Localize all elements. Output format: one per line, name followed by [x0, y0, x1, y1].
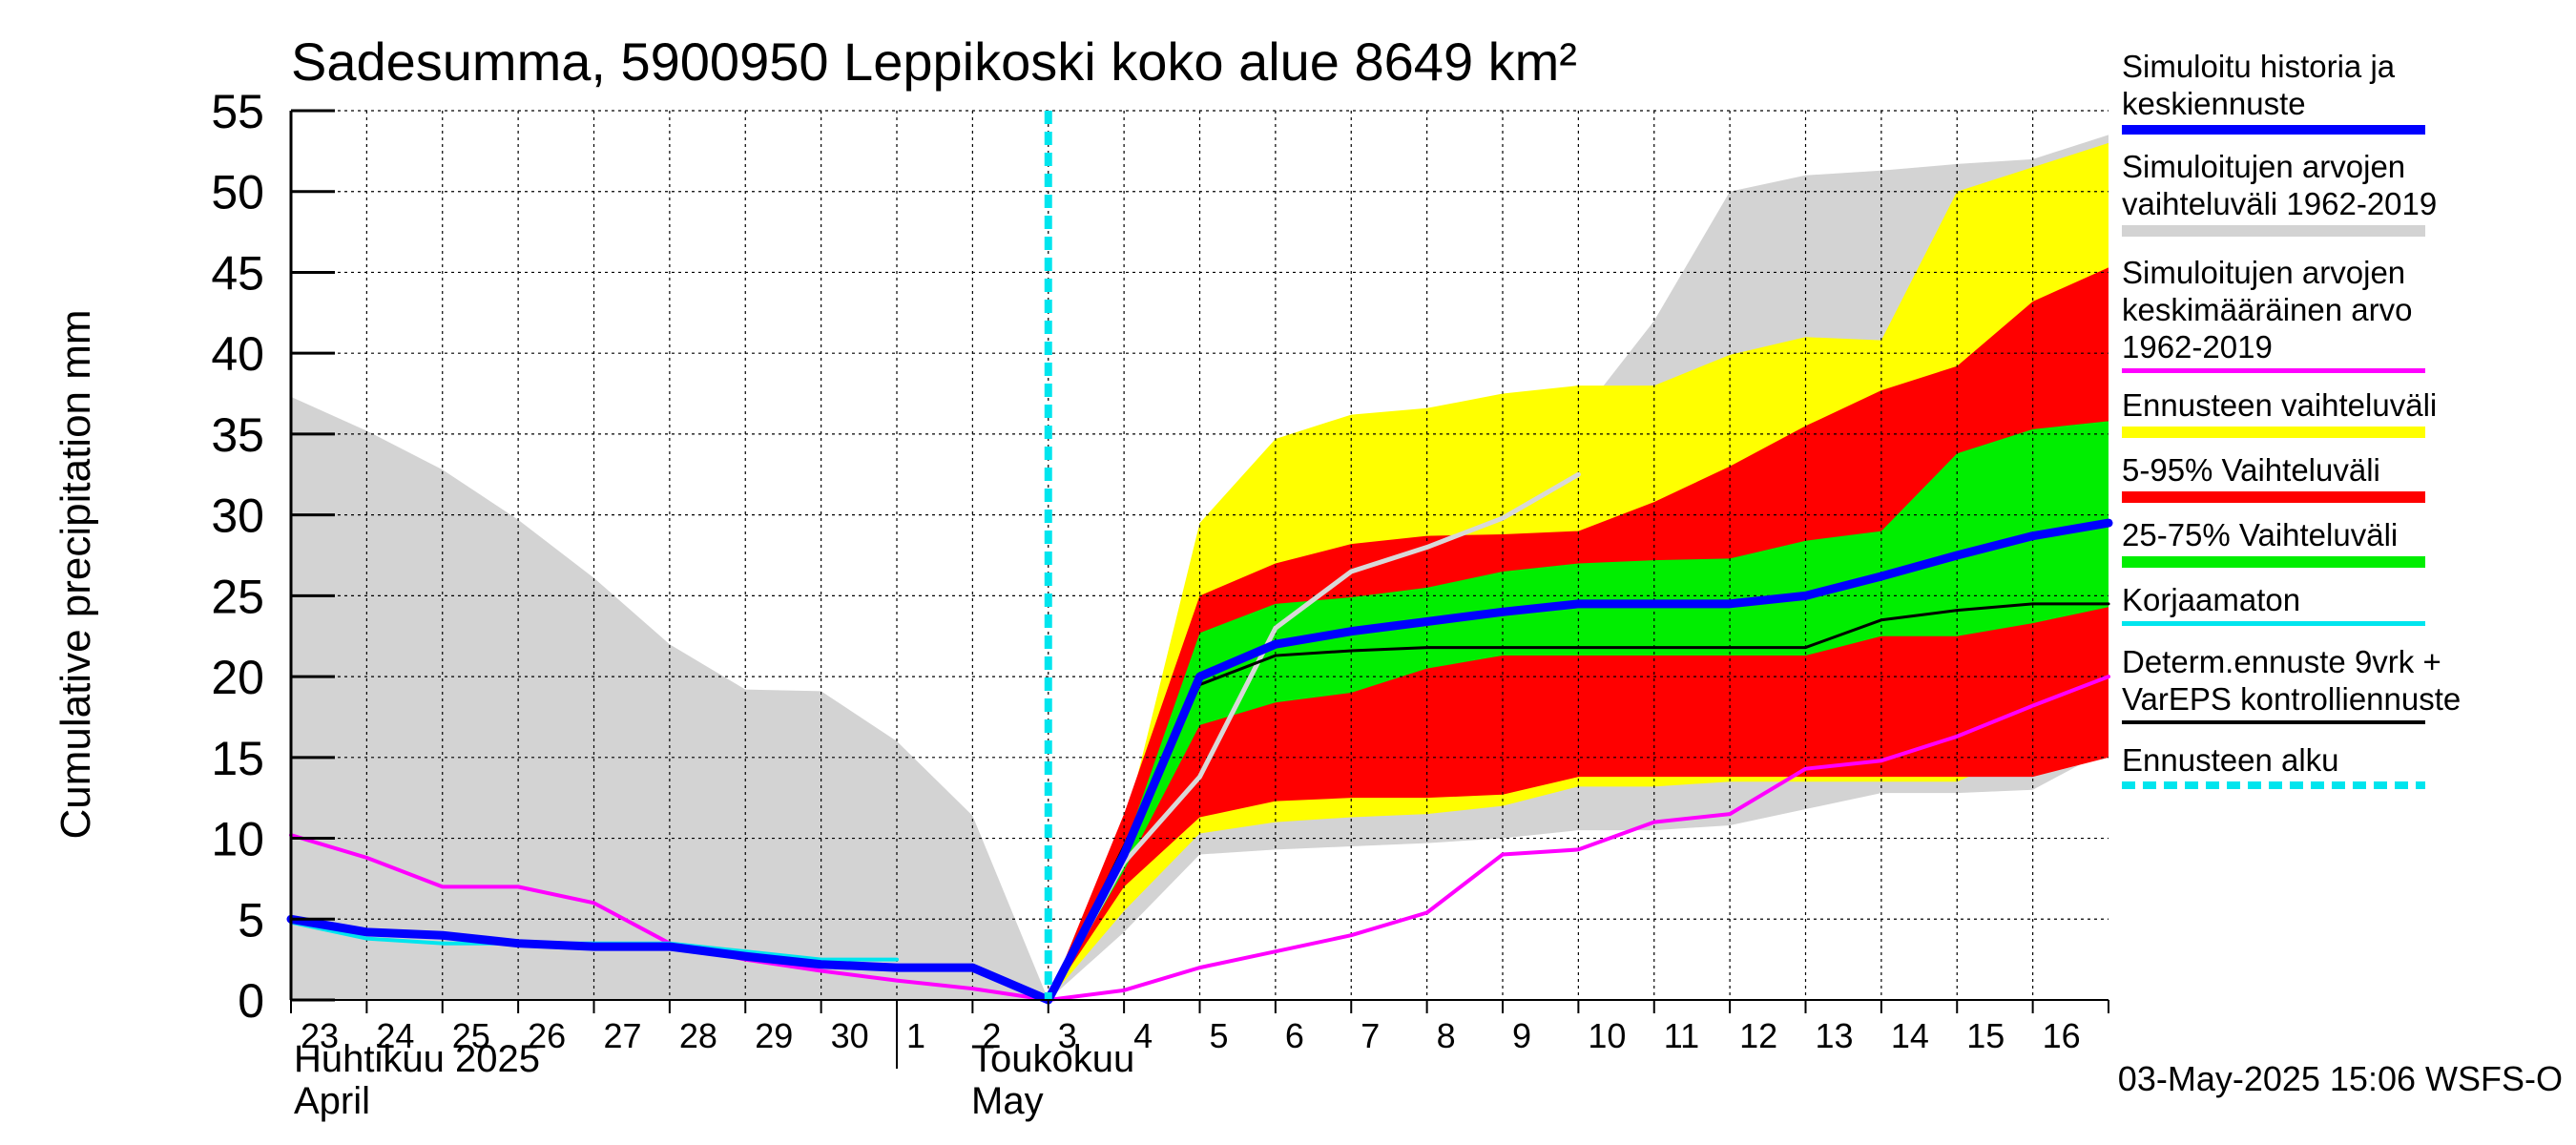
y-tick-label: 15: [211, 732, 264, 785]
x-tick-label: 5: [1210, 1016, 1229, 1055]
series-line-simuloitujen-arvojen-keskim-r-inen-arvo-1962-2019: [289, 675, 2110, 1002]
legend-item-5-95: 5-95% Vaihteluväli: [2122, 451, 2570, 503]
legend-swatch: [2122, 125, 2425, 135]
x-tick-label: 9: [1512, 1016, 1531, 1055]
y-tick-label: 50: [211, 166, 264, 219]
x-tick-label: 14: [1891, 1016, 1929, 1055]
x-tick-label: 26: [528, 1016, 566, 1055]
y-tick-label: 20: [211, 651, 264, 704]
x-tick-label: 13: [1816, 1016, 1854, 1055]
y-tick-label: 55: [211, 85, 264, 138]
x-tick-label: 28: [679, 1016, 717, 1055]
legend-item-uncorrected: Korjaamaton: [2122, 581, 2570, 626]
legend-swatch: [2122, 225, 2425, 237]
legend-item-mean-forecast: Simuloitu historia ja keskiennuste: [2122, 48, 2570, 135]
x-tick-label: 16: [2043, 1016, 2081, 1055]
series-line-simuloitu-historia: [1046, 471, 1581, 1003]
series-line-simuloitu-historia-ja-keskiennuste: [286, 518, 2113, 1005]
y-tick-label: 35: [211, 408, 264, 462]
legend-item-sim-mean: Simuloitujen arvojen keskimääräinen arvo…: [2122, 254, 2570, 373]
x-tick-label: 2: [982, 1016, 1001, 1055]
x-tick-label: 8: [1437, 1016, 1456, 1055]
x-tick-label: 4: [1133, 1016, 1153, 1055]
month-name-fi: Huhtikuu 2025: [294, 1038, 540, 1080]
legend-label: 25-75% Vaihteluväli: [2122, 517, 2399, 552]
x-tick-label: 30: [831, 1016, 869, 1055]
month-name-fi: Toukokuu: [971, 1038, 1135, 1080]
x-tick-label: 29: [755, 1016, 793, 1055]
x-tick-label: 11: [1664, 1016, 1699, 1055]
y-tick-label: 5: [238, 893, 264, 947]
legend-item-forecast-range: Ennusteen vaihteluväli: [2122, 386, 2570, 438]
legend-label: Simuloitujen arvojen keskimääräinen arvo…: [2122, 255, 2413, 364]
legend-label: Determ.ennuste 9vrk + VarEPS kontrollien…: [2122, 644, 2462, 717]
y-tick-label: 0: [238, 974, 264, 1028]
y-tick-label: 45: [211, 246, 264, 300]
x-tick-label: 27: [604, 1016, 642, 1055]
timestamp-footer: 03-May-2025 15:06 WSFS-O: [2117, 1059, 2563, 1098]
month-label-april: Huhtikuu 2025 April: [294, 1038, 540, 1122]
legend-label: Ennusteen alku: [2122, 742, 2339, 778]
y-tick-label: 30: [211, 489, 264, 543]
legend-swatch: [2122, 556, 2425, 568]
legend-item-25-75: 25-75% Vaihteluväli: [2122, 516, 2570, 568]
legend-swatch: [2122, 781, 2425, 789]
x-tick-label: 23: [301, 1016, 339, 1055]
month-name-en: April: [294, 1080, 371, 1122]
legend-label: Korjaamaton: [2122, 582, 2301, 617]
legend-item-deterministic: Determ.ennuste 9vrk + VarEPS kontrollien…: [2122, 643, 2570, 724]
legend: Simuloitu historia ja keskiennuste Simul…: [2122, 48, 2570, 789]
x-tick-label: 1: [906, 1016, 925, 1055]
series-line-determ-ennuste-9vrk-vareps-kontrolliennuste: [1047, 602, 2110, 1002]
x-tick-label: 3: [1058, 1016, 1077, 1055]
band-25-75-vaihteluv-li: [1048, 421, 2109, 1000]
legend-item-forecast-start: Ennusteen alku: [2122, 741, 2570, 789]
legend-label: 5-95% Vaihteluväli: [2122, 452, 2380, 488]
x-tick-label: 25: [452, 1016, 490, 1055]
x-tick-label: 7: [1361, 1016, 1380, 1055]
legend-swatch: [2122, 368, 2425, 373]
legend-swatch: [2122, 621, 2425, 626]
x-tick-label: 24: [376, 1016, 414, 1055]
month-name-en: May: [971, 1080, 1044, 1122]
x-tick-label: 12: [1739, 1016, 1777, 1055]
y-axis-label: Cumulative precipitation mm: [52, 309, 99, 840]
y-tick-label: 25: [211, 570, 264, 623]
x-tick-label: 15: [1966, 1016, 2005, 1055]
legend-label: Simuloitu historia ja keskiennuste: [2122, 49, 2396, 121]
month-label-may: Toukokuu May: [971, 1038, 1134, 1122]
x-tick-label: 6: [1285, 1016, 1304, 1055]
y-tick-label: 10: [211, 813, 264, 866]
legend-swatch: [2122, 491, 2425, 503]
y-tick-label: 40: [211, 327, 264, 381]
chart-title: Sadesumma, 5900950 Leppikoski koko alue …: [291, 31, 1577, 92]
legend-item-sim-range: Simuloitujen arvojen vaihteluväli 1962-2…: [2122, 148, 2570, 237]
legend-swatch: [2122, 427, 2425, 438]
legend-label: Ennusteen vaihteluväli: [2122, 387, 2438, 423]
legend-swatch: [2122, 720, 2425, 724]
x-tick-label: 10: [1588, 1016, 1626, 1055]
legend-label: Simuloitujen arvojen vaihteluväli 1962-2…: [2122, 149, 2438, 221]
